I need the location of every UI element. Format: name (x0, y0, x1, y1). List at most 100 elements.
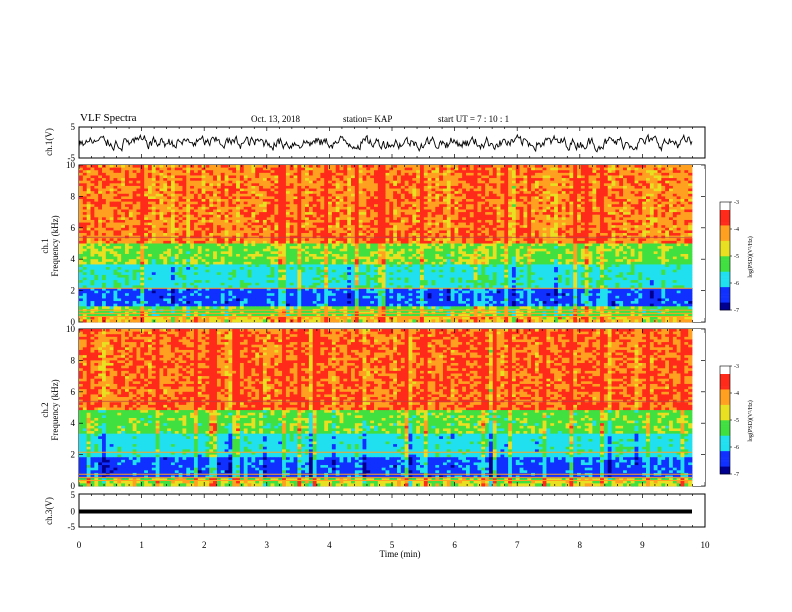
spec-cell (554, 180, 559, 184)
spec-cell (642, 225, 647, 229)
spec-cell (542, 238, 547, 242)
spec-cell (607, 180, 612, 184)
spec-cell (98, 209, 103, 213)
spec-cell (328, 165, 333, 169)
spec-cell (419, 167, 425, 171)
spec-cell (477, 193, 482, 197)
spec-cell (124, 165, 130, 169)
spec-cell (619, 172, 624, 176)
spec-cell (408, 240, 413, 244)
spec-cell (282, 185, 287, 189)
spec-cell (351, 227, 356, 231)
spec-cell (646, 219, 651, 223)
spec-cell (626, 243, 632, 247)
spec-cell (619, 227, 624, 231)
spec-cell (665, 243, 670, 247)
spec-cell (117, 246, 122, 250)
spec-cell (596, 214, 601, 218)
spec-cell (561, 196, 566, 200)
spec-cell (400, 222, 406, 226)
spec-cell (289, 167, 294, 171)
spec-cell (366, 225, 371, 229)
spec-cell (454, 240, 459, 244)
spec-cell (351, 175, 356, 179)
spec-cell (488, 183, 494, 187)
spec-cell (423, 206, 429, 210)
spec-cell (213, 206, 218, 210)
spec-cell (186, 240, 191, 244)
spec-cell (247, 193, 252, 197)
spec-cell (462, 191, 467, 195)
spec-cell (412, 193, 417, 197)
spec-cell (584, 233, 589, 237)
spec-cell (600, 175, 605, 179)
spec-cell (170, 191, 176, 195)
spec-cell (511, 165, 517, 169)
spec-cell (546, 165, 551, 169)
spec-cell (611, 193, 616, 197)
spec-cell (335, 193, 340, 197)
spec-cell (136, 219, 141, 223)
spec-cell (496, 172, 501, 176)
spec-cell (408, 170, 413, 174)
spec-cell (255, 172, 260, 176)
spec-cell (669, 180, 674, 184)
spec-cell (580, 219, 586, 223)
spec-cell (209, 217, 214, 221)
spec-cell (278, 201, 283, 205)
spec-cell (289, 180, 294, 184)
spec-cell (370, 175, 375, 179)
spec-cell (343, 206, 348, 210)
spec-cell (374, 227, 379, 231)
spec-cell (646, 238, 651, 242)
spec-cell (209, 233, 214, 237)
spec-cell (488, 196, 494, 200)
spec-cell (439, 199, 444, 203)
spec-cell (653, 243, 658, 247)
spec-cell (186, 178, 191, 182)
spec-cell (121, 188, 126, 192)
spec-cell (186, 225, 191, 229)
spec-cell (262, 170, 268, 174)
spec-cell (259, 167, 264, 171)
spec-cell (251, 206, 256, 210)
spec-cell (140, 191, 145, 195)
spec-cell (324, 183, 329, 187)
spec-cell (661, 219, 666, 223)
spec-cell (669, 214, 674, 218)
spec-cell (213, 178, 218, 182)
spec-cell (243, 199, 248, 203)
spec-cell (170, 170, 176, 174)
spec-cell (324, 219, 329, 223)
spec-cell (144, 175, 149, 179)
spec-cell (167, 204, 172, 208)
spec-cell (615, 233, 620, 237)
spec-cell (351, 240, 356, 244)
spec-cell (630, 167, 635, 171)
spec-cell (550, 212, 555, 216)
spec-cell (554, 230, 559, 234)
spec-cell (557, 196, 563, 200)
spec-cell (531, 209, 536, 213)
spec-cell (377, 165, 383, 169)
spec-cell (634, 196, 639, 200)
spec-cell (569, 165, 574, 169)
spec-cell (523, 178, 528, 182)
spec-cell (159, 191, 164, 195)
spec-cell (282, 193, 287, 197)
spec-cell (600, 212, 605, 216)
spec-cell (86, 233, 91, 237)
spec-cell (630, 175, 635, 179)
spec-cell (128, 246, 134, 250)
spec-cell (577, 167, 582, 171)
spec-cell (209, 172, 214, 176)
spec-cell (266, 209, 271, 213)
spec-cell (588, 201, 593, 205)
spec-cell (665, 180, 670, 184)
spec-cell (151, 191, 157, 195)
spec-cell (90, 225, 95, 229)
spec-cell (515, 233, 520, 237)
spec-cell (561, 167, 566, 171)
spec-cell (328, 180, 333, 184)
spec-cell (289, 243, 294, 247)
